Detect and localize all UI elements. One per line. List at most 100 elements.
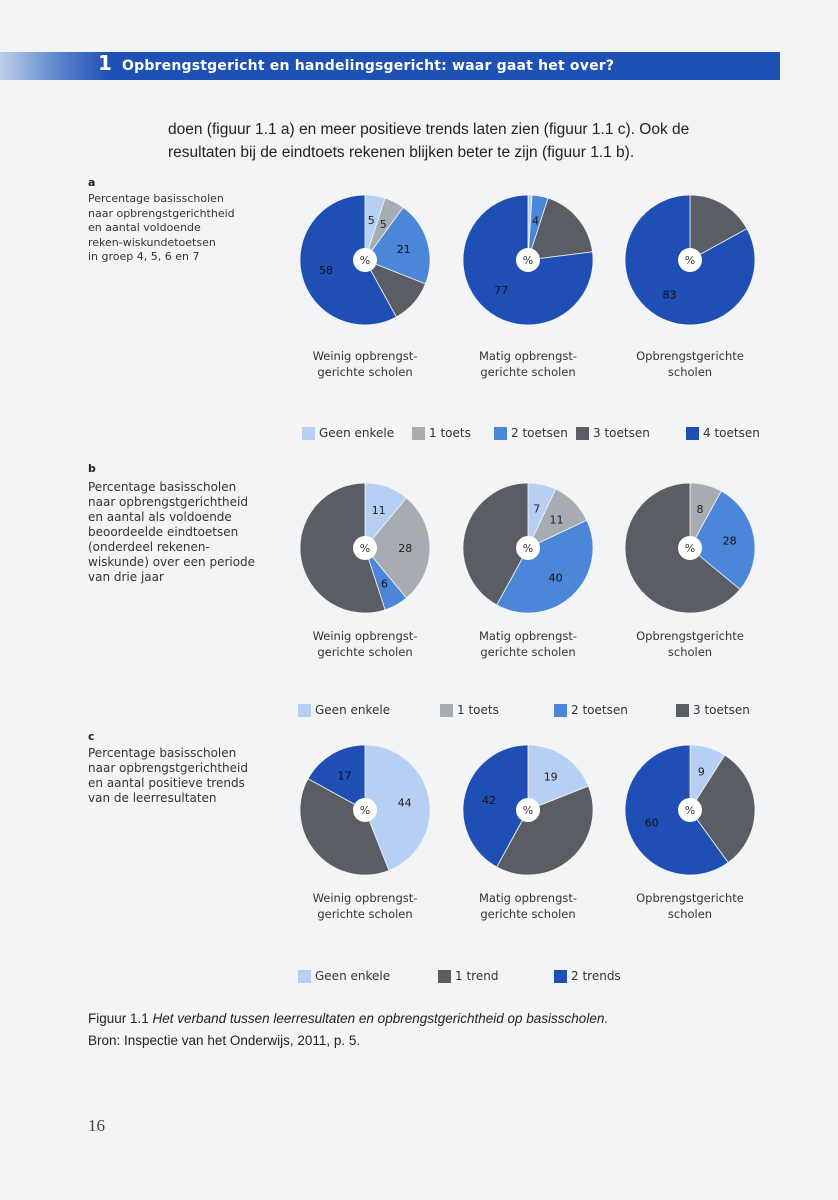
panel-title-line: (onderdeel rekenen- [88,540,210,554]
pie-data-label: 77 [494,284,508,297]
legend-label: 3 toetsen [593,426,650,440]
pie-slice [462,194,594,326]
panel-title-line: in groep 4, 5, 6 en 7 [88,250,200,263]
page-number: 16 [88,1116,105,1135]
panel-c-letter: c [88,730,95,743]
panel-title-line: Percentage basisscholen [88,192,224,205]
legend-item: Geen enkele [298,969,390,983]
pie-slice [527,744,589,811]
legend-swatch [438,969,451,983]
pie-category-label-line: gerichte scholen [317,907,413,921]
legend-swatch [576,426,589,440]
pie-category-label-line: scholen [667,365,713,379]
panel-title-line: en aantal voldoende [88,221,201,234]
pie-category-label-line: Matig opbrengst- [478,349,578,363]
pie-slice [299,778,390,876]
legend-label: 2 toetsen [571,703,628,717]
pie-data-label: 5 [368,214,375,227]
intro-paragraph: doen (figuur 1.1 a) en meer positieve tr… [168,118,768,164]
panel-title-line: naar opbrengstgerichtheid [88,206,235,220]
pie-data-label: 60 [645,817,659,830]
chapter-title: Opbrengstgericht en handelingsgericht: w… [122,58,615,74]
pie-category-label: Opbrengstgerichte scholen [620,890,760,922]
legend-swatch [676,703,689,717]
pie-center-symbol: % [523,542,533,555]
pie-category-label-line: gerichte scholen [317,365,413,379]
pie-category-label-line: gerichte scholen [480,365,576,379]
legend-swatch [554,969,567,983]
legend-item: 3 toetsen [576,426,650,440]
pie-data-label: 6 [381,577,388,590]
pie-data-label: 21 [397,243,411,256]
legend-label: 2 toetsen [511,426,568,440]
pie-data-label: 7 [533,503,540,516]
pie-chart-a-2: 4 77% [462,194,594,326]
pie-data-label: 11 [550,514,564,527]
caption-lead: Figuur 1.1 [88,1011,153,1026]
pie-category-label-line: Opbrengstgerichte [636,349,744,363]
pie-center-symbol: % [685,542,695,555]
caption-source: Bron: Inspectie van het Onderwijs, 2011,… [88,1033,361,1048]
pie-category-label: Weinig opbrengst-gerichte scholen [295,890,435,922]
pie-center-badge [353,536,377,560]
pie-data-label: 40 [549,571,563,584]
pie-slice [462,482,529,606]
legend-swatch [686,426,699,440]
legend-swatch [440,703,453,717]
pie-data-label: 4 [532,214,539,227]
pie-data-label: 44 [398,796,412,809]
pie-center-badge [678,536,702,560]
pie-category-label: Opbrengstgerichte scholen [620,348,760,380]
pie-category-label-line: gerichte scholen [480,907,576,921]
pie-chart-b-1: 11 28 6% [299,482,431,614]
pie-data-label: 28 [398,542,412,555]
panel-title-line: van de leerresultaten [88,791,217,805]
panel-title-line: naar opbrengstgerichtheid [88,495,248,509]
pie-center-symbol: % [685,804,695,817]
pie-center-symbol: % [685,254,695,267]
pie-data-label: 8 [697,503,704,516]
panel-c-title: Percentage basisscholen naar opbrengstger… [88,746,278,806]
pie-category-label-line: gerichte scholen [317,645,413,659]
pie-data-label: 19 [544,771,558,784]
pie-category-label-line: Opbrengstgerichte [636,629,744,643]
panel-title-line: wiskunde) over een periode [88,555,256,569]
pie-chart-b-2: 7 11 40% [462,482,594,614]
caption-title: Het verband tussen leerresultaten en opb… [152,1011,609,1026]
pie-center-symbol: % [360,254,370,267]
pie-center-symbol: % [360,804,370,817]
pie-slice [689,754,756,864]
legend-label: 4 toetsen [703,426,760,440]
pie-chart-c-2: 19 42% [462,744,594,876]
pie-data-label: 83 [663,289,677,302]
pie-slice [307,744,366,811]
pie-data-label: 5 [380,218,387,231]
pie-slice [496,519,594,614]
legend-swatch [554,703,567,717]
figure-caption: Figuur 1.1 Het verband tussen leerresult… [88,1008,788,1052]
pie-slice [624,194,756,326]
pie-data-label: 42 [482,794,496,807]
panel-b-letter: b [88,462,96,475]
legend-item: 1 trend [438,969,498,983]
pie-chart-c-3: 9 60% [624,744,756,876]
pie-slice [527,197,593,261]
pie-category-label: Matig opbrengst-gerichte scholen [458,890,598,922]
legend-label: Geen enkele [315,703,391,717]
legend-swatch [298,969,311,983]
pie-category-label: Weinig opbrengst-gerichte scholen [295,628,435,660]
legend-item: Geen enkele [302,426,394,440]
pie-center-symbol: % [360,542,370,555]
pie-category-label-line: Weinig opbrengst- [312,891,418,905]
pie-data-label: 9 [698,765,705,778]
pie-data-label: 28 [723,534,737,547]
pie-slice [364,744,431,871]
legend-swatch [412,426,425,440]
pie-category-label-line: Weinig opbrengst- [312,349,418,363]
intro-line: resultaten bij de eindtoets rekenen blij… [168,144,635,161]
pie-slice [689,194,748,261]
pie-slice [496,785,594,876]
pie-slice [624,744,729,876]
pie-data-label: 58 [319,264,333,277]
pie-center-badge [353,248,377,272]
